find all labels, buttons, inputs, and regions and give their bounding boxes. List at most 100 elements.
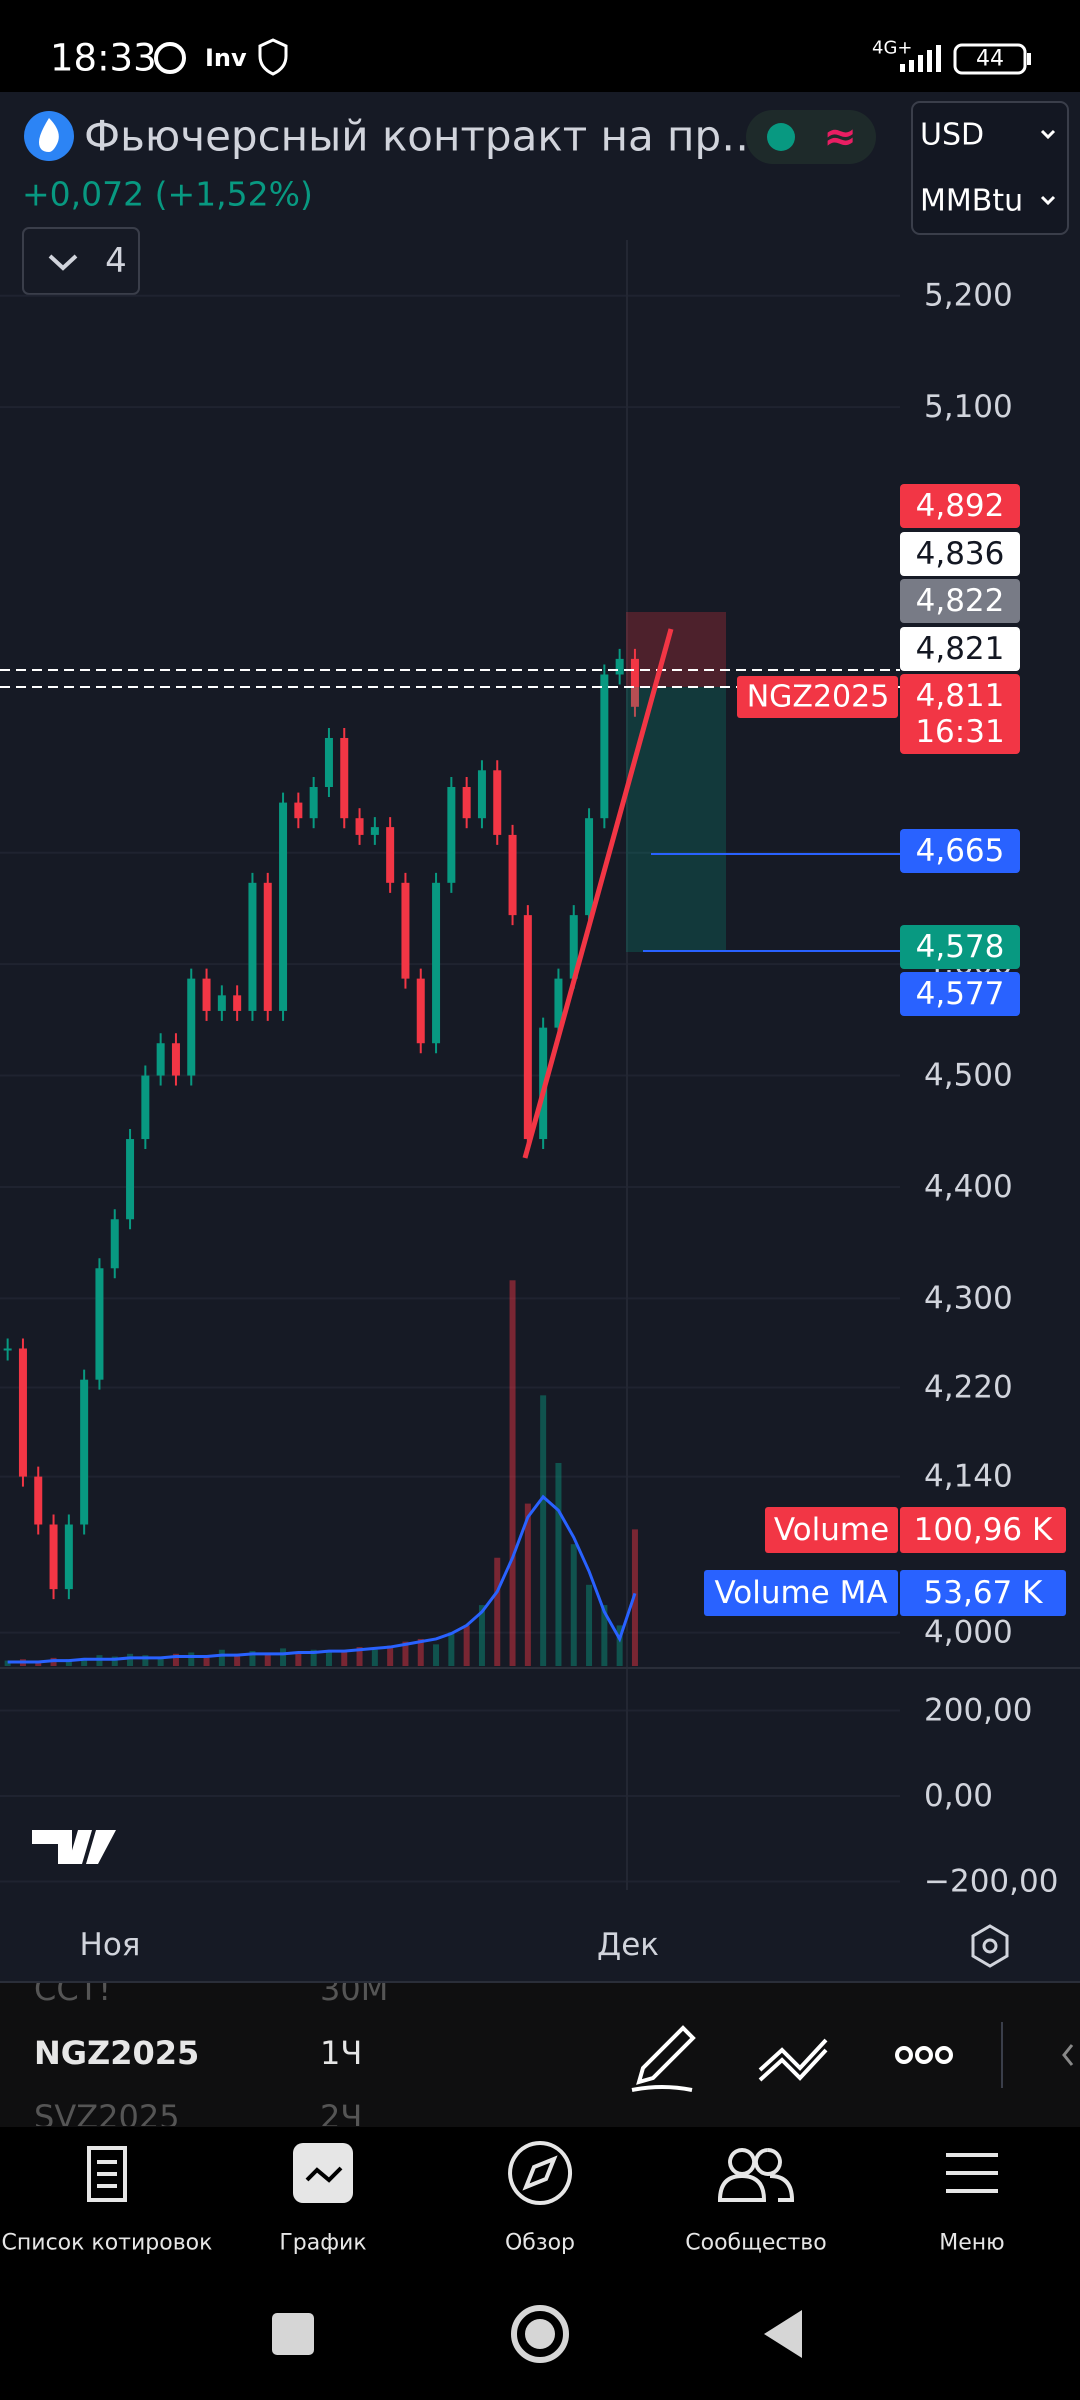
volume-bar (264, 1652, 271, 1666)
candle (34, 1476, 43, 1525)
battery-tip (1027, 53, 1031, 65)
legend-name-box[interactable] (765, 1507, 898, 1553)
candle (477, 770, 486, 819)
currency[interactable]: USD (920, 118, 984, 153)
chevron (48, 254, 78, 271)
price-label: 4,665 (916, 833, 1005, 869)
nav-icon (305, 2166, 343, 2183)
volume-bar (463, 1625, 470, 1666)
signal-icon (900, 45, 941, 72)
more-icon[interactable] (895, 2046, 953, 2064)
price-label: 4,892 (916, 488, 1005, 524)
volume-bar (524, 1503, 531, 1666)
y-tick-label: −200,00 (924, 1863, 1058, 1899)
nav-icon (717, 2148, 795, 2202)
price-label-box[interactable] (900, 532, 1020, 576)
candle (416, 978, 425, 1044)
candle (508, 834, 517, 916)
volume-bar (4, 1660, 11, 1666)
pattern-icon[interactable] (758, 2038, 828, 2082)
legend-value: 100,96 K (914, 1512, 1053, 1548)
candle (233, 995, 242, 1011)
candle (569, 915, 578, 979)
settings-icon-hole (982, 1938, 998, 1954)
nav-item[interactable]: Обзор (505, 2141, 575, 2256)
price-label-box[interactable] (900, 829, 1020, 873)
stop-zone[interactable] (626, 612, 726, 687)
candle (202, 978, 211, 1011)
symbol-tag-box[interactable] (737, 676, 898, 718)
volume-bar (494, 1557, 501, 1666)
candle (370, 827, 379, 835)
price-label-box[interactable] (900, 925, 1020, 969)
row-interval[interactable]: 2Ч (320, 2098, 362, 2136)
row-symbol[interactable]: CCT! (34, 1970, 111, 2008)
trend-line[interactable] (522, 628, 674, 1159)
home-button[interactable] (511, 2305, 569, 2363)
volume-bar (341, 1651, 348, 1666)
candle (294, 802, 303, 819)
market-open-dot (767, 123, 795, 151)
back-button[interactable] (764, 2310, 802, 2358)
y-tick-label: 4,140 (924, 1459, 1013, 1495)
price-axis: 5,2005,1004,7004,6004,5004,4004,3004,220… (924, 278, 1058, 1900)
recents-button[interactable] (272, 2313, 314, 2355)
row-interval[interactable]: 1Ч (320, 2034, 362, 2072)
candle (523, 915, 532, 1140)
candle (615, 658, 624, 675)
candle (432, 882, 441, 1044)
price-label-box[interactable] (900, 484, 1020, 528)
candle (462, 787, 471, 819)
symbol-title[interactable]: Фьючерсный контракт на пр… (84, 112, 763, 161)
price-change: +0,072 (+1,52%) (22, 175, 313, 214)
volume-bar (325, 1652, 332, 1666)
legend-value-box[interactable] (900, 1570, 1066, 1616)
row-interval[interactable]: 30М (320, 1970, 388, 2008)
unit[interactable]: MMBtu (920, 184, 1023, 219)
settings-icon[interactable] (971, 1924, 1009, 1968)
collapse-icon[interactable] (1062, 2044, 1074, 2066)
y-tick-label: 5,100 (924, 389, 1013, 425)
nav-item[interactable]: График (279, 2143, 367, 2256)
candle (324, 737, 333, 788)
candle (401, 882, 410, 979)
nav-icon (946, 2153, 998, 2193)
battery-icon (953, 43, 1027, 75)
price-label-box[interactable] (900, 972, 1020, 1016)
legend-name-box[interactable] (704, 1570, 898, 1616)
legend-value-box[interactable] (900, 1507, 1066, 1553)
nav-item[interactable]: Меню (939, 2153, 1005, 2256)
candle (447, 787, 456, 883)
volume-bar (111, 1656, 118, 1666)
row-symbol[interactable]: NGZ2025 (34, 2034, 199, 2072)
candle (630, 658, 639, 707)
nav-item[interactable]: Список котировок (2, 2146, 213, 2256)
volume-bar (356, 1647, 363, 1666)
indicators-toggle[interactable] (22, 227, 140, 295)
candle (64, 1524, 73, 1590)
dropdown-arrows (1040, 129, 1056, 206)
flame (39, 118, 59, 152)
price-label-box[interactable] (900, 627, 1020, 671)
y-tick-label: 4,400 (924, 1169, 1013, 1205)
row-symbol[interactable]: SVZ2025 (34, 2098, 180, 2136)
nav-item[interactable]: Сообщество (685, 2148, 827, 2256)
y-tick-label: 4,500 (924, 1058, 1013, 1094)
draw-icon[interactable] (631, 2025, 696, 2092)
x-label: Дек (597, 1927, 659, 1963)
candle (386, 827, 395, 883)
unit-selector[interactable] (911, 101, 1069, 235)
volume-bar (570, 1544, 577, 1666)
price-label-box[interactable] (900, 579, 1020, 623)
volume-bar (81, 1657, 88, 1666)
price-label-box[interactable] (900, 674, 1020, 754)
target-zone[interactable] (626, 687, 726, 952)
candle (3, 1348, 12, 1351)
candle (309, 787, 318, 819)
candle (217, 995, 226, 1011)
volume-bar (65, 1659, 72, 1666)
y-tick-label: 4,300 (924, 1280, 1013, 1316)
symbol-tag: NGZ2025 (747, 680, 890, 715)
candle (600, 674, 609, 819)
